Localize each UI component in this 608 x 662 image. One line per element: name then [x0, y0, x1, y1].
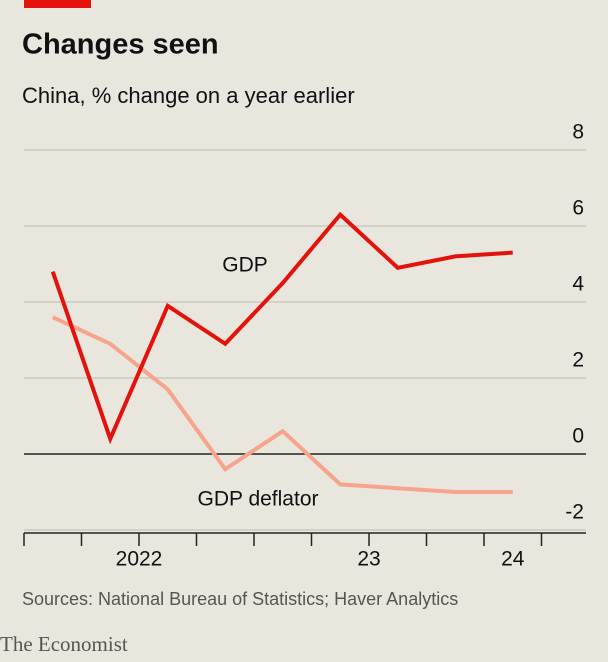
y-tick-label: 8: [572, 121, 584, 144]
series-label: GDP deflator: [197, 488, 318, 511]
chart-subtitle: China, % change on a year earlier: [22, 83, 355, 108]
x-tick-label: 23: [357, 548, 380, 571]
line-series: [50, 211, 513, 445]
y-tick-label: 6: [572, 197, 584, 220]
x-tick-label: 24: [501, 548, 525, 571]
brand-tag: [24, 0, 91, 8]
y-tick-label: -2: [565, 501, 584, 524]
y-tick-label: 0: [572, 425, 584, 448]
line-series: [51, 315, 513, 494]
y-tick-label: 2: [572, 349, 584, 372]
y-tick-label: 4: [572, 273, 584, 296]
x-tick-label: 2022: [116, 548, 163, 571]
series-label: GDP: [222, 254, 268, 277]
brand: The Economist: [0, 632, 128, 656]
source: Sources: National Bureau of Statistics; …: [22, 589, 458, 609]
chart-title: Changes seen: [22, 29, 219, 61]
